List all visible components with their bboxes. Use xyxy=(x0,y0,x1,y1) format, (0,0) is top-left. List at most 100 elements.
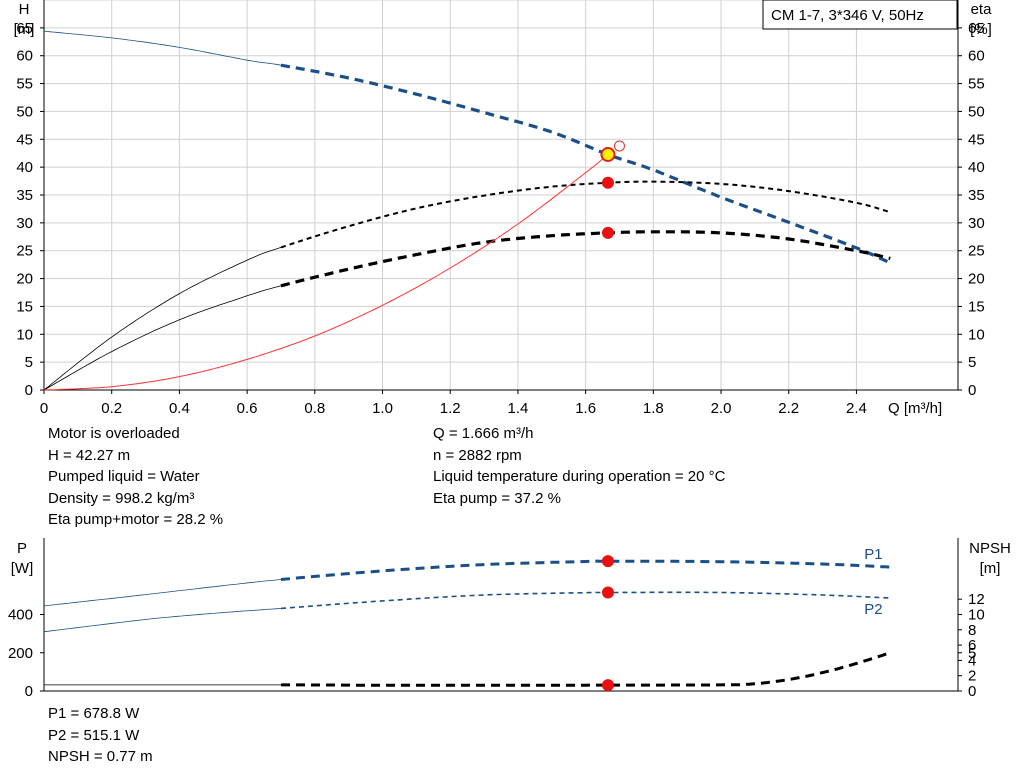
chart-title: CM 1-7, 3*346 V, 50Hz xyxy=(771,7,924,24)
duty-point-p2 xyxy=(601,586,614,599)
duty-point-npsh xyxy=(601,679,614,692)
npsh-value-text: NPSH = 0.77 m xyxy=(48,748,153,765)
x-tick-label: 0.6 xyxy=(237,400,258,417)
y-tick-label-left: 400 xyxy=(8,607,33,624)
power-info: P1 = 678.8 W P2 = 515.1 W NPSH = 0.77 m xyxy=(48,703,153,768)
y-tick-label-right: 4 xyxy=(968,652,976,669)
y-tick-label-right: 12 xyxy=(968,591,985,608)
operating-info-left: Motor is overloaded H = 42.27 m Pumped l… xyxy=(48,423,223,531)
x-tick-label: 1.6 xyxy=(575,400,596,417)
y-tick-label-right: 0 xyxy=(968,382,976,399)
y-tick-label-left: 0 xyxy=(25,382,33,399)
y-tick-label-right: 10 xyxy=(968,607,985,624)
H-curve-dashed xyxy=(280,63,891,265)
y-tick-label-right: 50 xyxy=(968,103,985,120)
y-tick-label-left: 35 xyxy=(16,187,33,204)
y-tick-label-left: 15 xyxy=(16,298,33,315)
x-tick-label: 2.4 xyxy=(846,400,867,417)
y-axis-unit-left: [m] xyxy=(14,21,35,38)
system-curve-line xyxy=(43,154,609,391)
y-tick-label-right: 2 xyxy=(968,668,976,685)
y-tick-label-left: 60 xyxy=(16,48,33,65)
liquid-temperature-text: Liquid temperature during operation = 20… xyxy=(433,468,726,485)
y-tick-label-right: 15 xyxy=(968,298,985,315)
open-marker xyxy=(613,140,625,152)
x-tick-label: 0.2 xyxy=(101,400,122,417)
x-tick-label: 0.8 xyxy=(304,400,325,417)
speed-value-text: n = 2882 rpm xyxy=(433,446,522,464)
duty-point-eta-pump xyxy=(601,176,614,189)
y-tick-label-right: 10 xyxy=(968,326,985,343)
y-tick-label-left: 30 xyxy=(16,215,33,232)
y-tick-label-left: 5 xyxy=(25,354,33,371)
eta-pump-motor-curve-solid xyxy=(43,285,282,391)
p2-curve-dashed xyxy=(280,591,891,610)
operating-info-right: Q = 1.666 m³/h n = 2882 rpm Liquid tempe… xyxy=(433,423,725,509)
y-tick-label-right: 60 xyxy=(968,48,985,65)
y-tick-label-right: 25 xyxy=(968,243,985,260)
y-tick-label-left: 65 xyxy=(16,20,33,37)
p2-value-text: P2 = 515.1 W xyxy=(48,726,140,744)
x-tick-label: 1.2 xyxy=(440,400,461,417)
y-tick-label-right: 20 xyxy=(968,271,985,288)
y-tick-label-left: 200 xyxy=(8,645,33,662)
motor-status-text: Motor is overloaded xyxy=(48,425,180,442)
y-tick-label-right: 35 xyxy=(968,187,985,204)
y-axis-label-left: H xyxy=(19,1,30,18)
y-tick-label-right: 5 xyxy=(968,354,976,371)
p1-curve-dashed xyxy=(280,559,891,581)
x-tick-label: 0 xyxy=(40,400,48,417)
title-box xyxy=(762,0,958,30)
duty-point-eta-pump-motor xyxy=(601,226,614,239)
x-tick-label: 2.2 xyxy=(778,400,799,417)
x-tick-label: 1.8 xyxy=(643,400,664,417)
y-tick-label-left: 0 xyxy=(25,683,33,700)
y-tick-label-left: 10 xyxy=(16,326,33,343)
y-axis-label-right: NPSH xyxy=(969,540,1011,557)
duty-point-p1 xyxy=(601,555,614,568)
x-tick-label: 2.0 xyxy=(711,400,732,417)
y-tick-label-right: 6 xyxy=(968,637,976,654)
head-efficiency-chart: 0 0.2 0.4 0.6 0.8 1.0 1.2 1.4 1.6 1.8 2.0 2.2 2.40 05… xyxy=(14,0,993,417)
x-axis-label: Q [m³/h] xyxy=(888,400,942,417)
y-axis-label-right: eta xyxy=(971,1,993,18)
y-axis-unit-left: [W] xyxy=(11,560,34,577)
y-tick-label-right: 5 xyxy=(968,645,976,662)
y-tick-label-right: 0 xyxy=(968,683,976,700)
density-text: Density = 998.2 kg/m³ xyxy=(48,489,195,507)
H-curve-solid xyxy=(43,30,282,66)
y-tick-label-right: 8 xyxy=(968,622,976,639)
head-value-text: H = 42.27 m xyxy=(48,446,131,464)
y-tick-label-right: 55 xyxy=(968,76,985,93)
p1-value-text: P1 = 678.8 W xyxy=(48,705,140,722)
y-tick-label-left: 40 xyxy=(16,159,33,176)
y-axis-unit-right: [m] xyxy=(980,560,1001,577)
npsh-curve-dashed xyxy=(281,651,891,687)
p1-curve-solid xyxy=(43,579,282,607)
p2-series-label: P2 xyxy=(864,601,882,618)
y-tick-label-right: 45 xyxy=(968,131,985,148)
duty-point-head xyxy=(600,146,616,162)
eta-pump-text: Eta pump = 37.2 % xyxy=(433,489,561,507)
eta-pump-curve-solid xyxy=(43,247,282,391)
y-tick-label-right: 65 xyxy=(968,20,985,37)
x-tick-label: 1.4 xyxy=(507,400,528,417)
pumped-liquid-text: Pumped liquid = Water xyxy=(48,468,200,485)
eta-pump-motor-text: Eta pump+motor = 28.2 % xyxy=(48,511,224,528)
p2-curve-solid xyxy=(43,608,282,633)
p1-series-label: P1 xyxy=(864,546,882,563)
y-tick-label-left: 20 xyxy=(16,271,33,288)
y-tick-label-left: 45 xyxy=(16,131,33,148)
x-tick-label: 1.0 xyxy=(372,400,393,417)
x-tick-label: 0.4 xyxy=(169,400,190,417)
y-tick-label-left: 25 xyxy=(16,243,33,260)
flow-value-text: Q = 1.666 m³/h xyxy=(433,425,534,442)
y-tick-label-left: 55 xyxy=(16,76,33,93)
y-axis-unit-right: [%] xyxy=(970,21,992,38)
y-tick-label-left: 50 xyxy=(16,103,33,120)
y-tick-label-right: 30 xyxy=(968,215,985,232)
y-tick-label-right: 40 xyxy=(968,159,985,176)
y-axis-label-left: P xyxy=(17,540,27,557)
